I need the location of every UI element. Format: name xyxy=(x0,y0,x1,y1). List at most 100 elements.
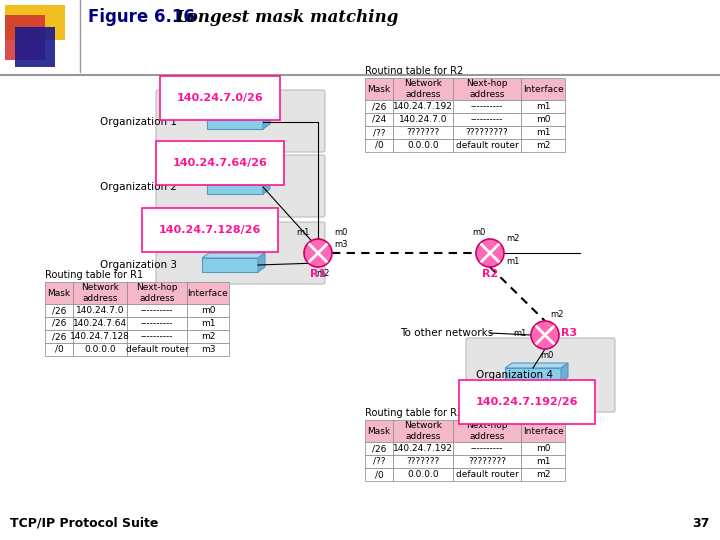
Text: 140.24.7.64/26: 140.24.7.64/26 xyxy=(173,158,267,168)
Text: m0: m0 xyxy=(334,228,347,237)
Text: Mask: Mask xyxy=(48,288,71,298)
Bar xyxy=(73,282,127,304)
Text: 140.24.7.128/26: 140.24.7.128/26 xyxy=(159,225,261,235)
Bar xyxy=(521,468,565,481)
Text: m1: m1 xyxy=(536,102,550,111)
Text: m1: m1 xyxy=(536,457,550,466)
Bar xyxy=(521,442,565,455)
Bar xyxy=(5,15,45,60)
Polygon shape xyxy=(561,363,568,382)
Bar xyxy=(365,113,393,126)
Text: Interface: Interface xyxy=(523,427,563,435)
Text: m1: m1 xyxy=(536,128,550,137)
Bar xyxy=(453,420,521,442)
Bar xyxy=(521,100,565,113)
Text: m0: m0 xyxy=(536,444,550,453)
Text: ----------: ---------- xyxy=(471,444,503,453)
Polygon shape xyxy=(263,110,270,129)
Text: ???????: ??????? xyxy=(406,457,440,466)
Bar xyxy=(5,5,65,40)
Text: 140.24.7.192: 140.24.7.192 xyxy=(393,102,453,111)
Polygon shape xyxy=(505,363,568,368)
FancyBboxPatch shape xyxy=(466,338,615,412)
Bar xyxy=(73,317,127,330)
Bar xyxy=(393,139,453,152)
Bar xyxy=(45,317,73,330)
Polygon shape xyxy=(207,110,270,115)
Text: m1: m1 xyxy=(513,328,527,338)
Bar xyxy=(393,113,453,126)
Text: default router: default router xyxy=(456,470,518,479)
Text: m0: m0 xyxy=(536,115,550,124)
Text: /??: /?? xyxy=(373,457,385,466)
Text: 0.0.0.0: 0.0.0.0 xyxy=(84,345,116,354)
Text: default router: default router xyxy=(456,141,518,150)
Text: ???????: ??????? xyxy=(406,128,440,137)
Bar xyxy=(453,78,521,100)
Text: m0: m0 xyxy=(540,351,554,360)
Text: default router: default router xyxy=(125,345,189,354)
Text: ----------: ---------- xyxy=(140,319,174,328)
Bar xyxy=(365,139,393,152)
Bar xyxy=(453,455,521,468)
Bar xyxy=(453,468,521,481)
Text: Organization 1: Organization 1 xyxy=(100,117,177,127)
Bar xyxy=(365,442,393,455)
Bar xyxy=(365,468,393,481)
Bar xyxy=(521,78,565,100)
Text: /??: /?? xyxy=(373,128,385,137)
FancyBboxPatch shape xyxy=(156,222,325,284)
Text: /24: /24 xyxy=(372,115,386,124)
Text: R1: R1 xyxy=(310,269,326,279)
Text: 140.24.7.0/26: 140.24.7.0/26 xyxy=(176,93,264,103)
Text: m2: m2 xyxy=(550,310,563,319)
Bar xyxy=(45,330,73,343)
Text: ----------: ---------- xyxy=(140,332,174,341)
Text: m3: m3 xyxy=(334,240,348,249)
Bar xyxy=(73,304,127,317)
Text: 140.24.7.192/26: 140.24.7.192/26 xyxy=(476,397,578,407)
Text: Interface: Interface xyxy=(188,288,228,298)
Bar xyxy=(521,139,565,152)
Text: Organization 3: Organization 3 xyxy=(100,260,177,270)
Text: /26: /26 xyxy=(52,306,66,315)
Text: m2: m2 xyxy=(201,332,215,341)
Text: ----------: ---------- xyxy=(140,306,174,315)
Text: Interface: Interface xyxy=(523,84,563,93)
Text: Next-hop
address: Next-hop address xyxy=(136,284,178,303)
Bar xyxy=(365,78,393,100)
Bar xyxy=(127,343,187,356)
Bar xyxy=(365,126,393,139)
Text: Next-hop
address: Next-hop address xyxy=(467,421,508,441)
Text: /0: /0 xyxy=(374,470,383,479)
Bar xyxy=(505,368,561,382)
Text: 140.24.7.0: 140.24.7.0 xyxy=(76,306,125,315)
Bar xyxy=(393,126,453,139)
Bar xyxy=(521,420,565,442)
Bar xyxy=(127,304,187,317)
Bar xyxy=(187,317,229,330)
Bar xyxy=(73,330,127,343)
Text: ----------: ---------- xyxy=(471,115,503,124)
Bar xyxy=(45,304,73,317)
Text: Network
address: Network address xyxy=(81,284,119,303)
Bar xyxy=(365,100,393,113)
Text: Routing table for R1: Routing table for R1 xyxy=(45,270,143,280)
Text: m1: m1 xyxy=(201,319,215,328)
Text: 0.0.0.0: 0.0.0.0 xyxy=(408,470,438,479)
Text: ----------: ---------- xyxy=(471,102,503,111)
Bar xyxy=(207,180,263,194)
Bar xyxy=(127,317,187,330)
Text: 140.24.7.64: 140.24.7.64 xyxy=(73,319,127,328)
Bar xyxy=(187,330,229,343)
Bar xyxy=(127,330,187,343)
Bar xyxy=(393,78,453,100)
Bar xyxy=(393,100,453,113)
Polygon shape xyxy=(263,175,270,194)
Circle shape xyxy=(531,321,559,349)
Text: 140.24.7.0: 140.24.7.0 xyxy=(399,115,447,124)
Text: 37: 37 xyxy=(693,517,710,530)
Bar xyxy=(207,115,263,129)
Text: Organization 2: Organization 2 xyxy=(100,182,177,192)
Text: /0: /0 xyxy=(374,141,383,150)
